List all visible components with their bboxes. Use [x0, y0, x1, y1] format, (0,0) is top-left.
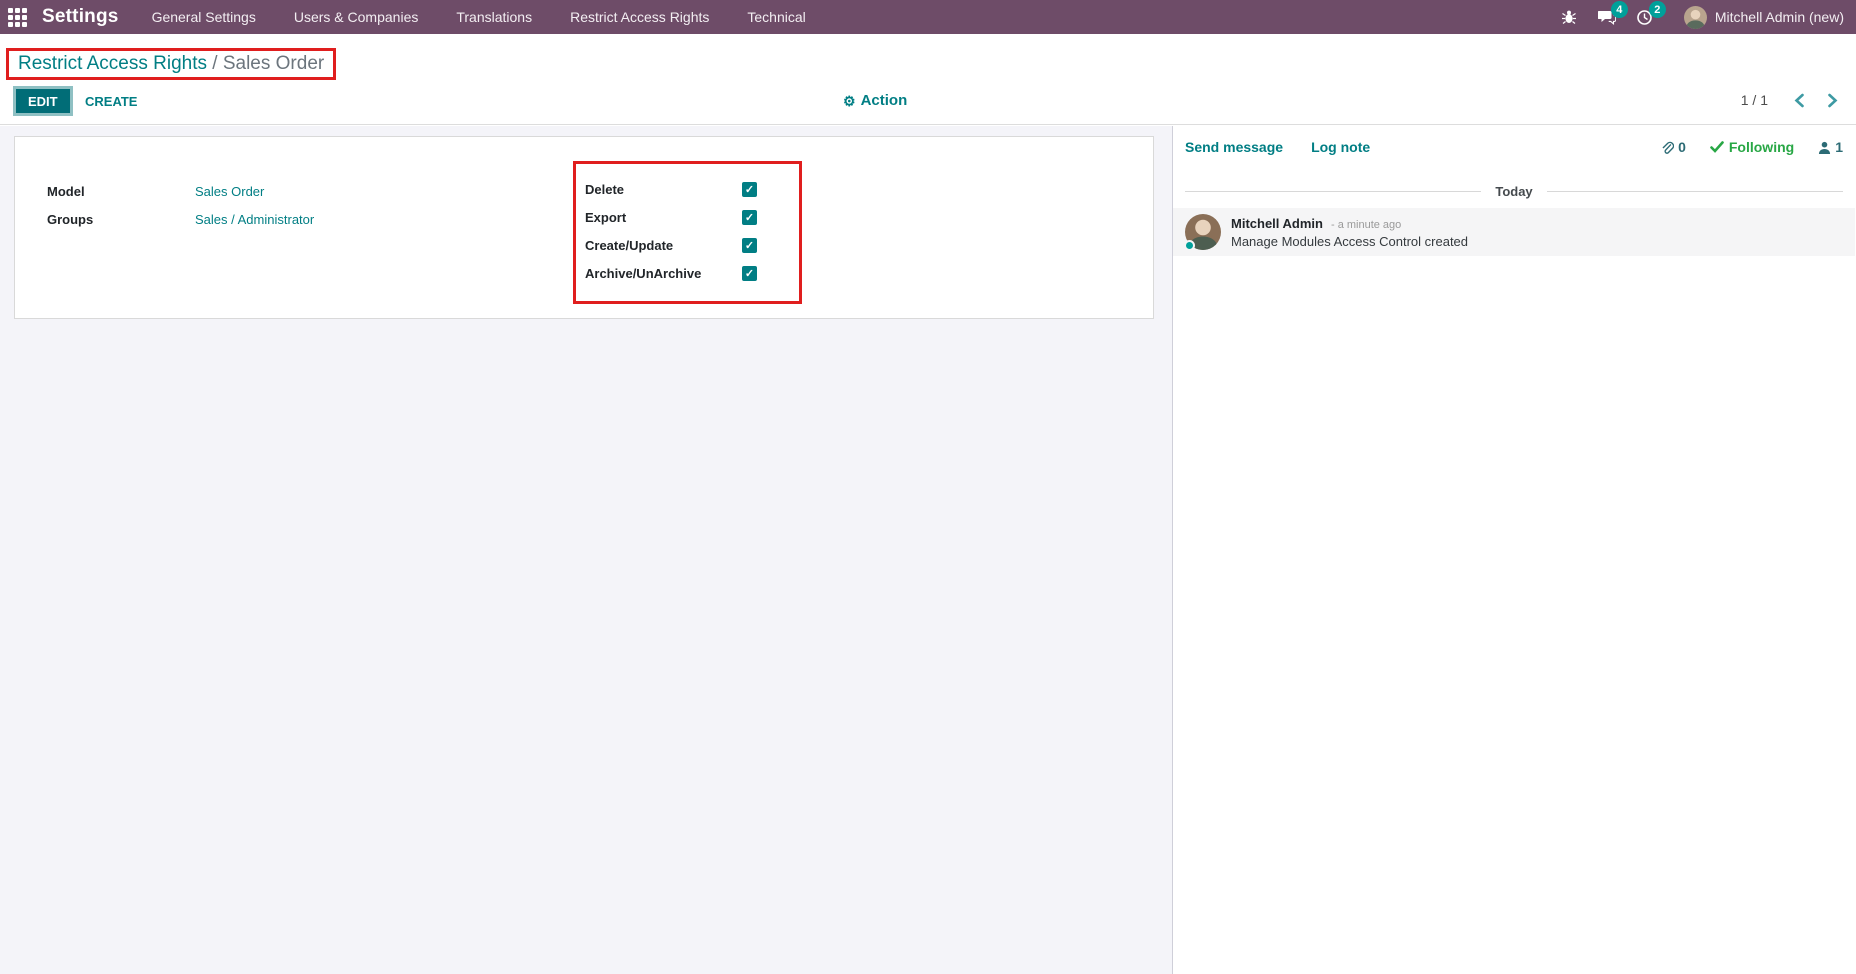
following-label: Following — [1728, 139, 1795, 155]
permission-export-label: Export — [585, 209, 627, 225]
followers-button[interactable]: 1 — [1818, 139, 1843, 155]
breadcrumb: Restrict Access Rights / Sales Order — [18, 53, 324, 75]
field-groups-label: Groups — [47, 211, 94, 227]
chatter-toolbar: Send message Log note 0 Following — [1173, 126, 1855, 168]
messages-icon[interactable]: 4 — [1594, 0, 1628, 34]
nav-item-technical[interactable]: Technical — [747, 9, 806, 25]
permission-create-update-checkbox[interactable] — [742, 237, 757, 253]
user-avatar[interactable] — [1683, 5, 1707, 29]
main-content: Model Sales Order Groups Sales / Adminis… — [0, 126, 1856, 974]
permission-create-update: Create/Update — [576, 231, 799, 259]
apps-menu-icon[interactable] — [0, 0, 34, 34]
fields-column: Model Sales Order Groups Sales / Adminis… — [47, 177, 314, 233]
permission-archive-unarchive-label: Archive/UnArchive — [585, 265, 702, 281]
create-button[interactable]: CREATE — [73, 86, 149, 116]
pager-next-icon[interactable] — [1827, 93, 1838, 108]
person-icon — [1819, 141, 1831, 154]
permission-archive-unarchive: Archive/UnArchive — [576, 259, 799, 287]
attachments-button[interactable]: 0 — [1660, 139, 1686, 155]
permission-create-update-label: Create/Update — [585, 237, 674, 253]
pager-value: 1 / 1 — [1740, 92, 1768, 108]
chatter-panel: Send message Log note 0 Following — [1173, 126, 1855, 974]
breadcrumb-current: Sales Order — [222, 53, 325, 74]
field-groups: Groups Sales / Administrator — [47, 205, 314, 233]
paperclip-icon — [1662, 141, 1675, 154]
breadcrumb-parent[interactable]: Restrict Access Rights — [18, 53, 207, 74]
activities-clock-icon[interactable]: 2 — [1632, 0, 1666, 34]
nav-right-icons: 4 2 Mitchell Admin (new) — [1550, 0, 1856, 34]
breadcrumb-row: Restrict Access Rights / Sales Order — [0, 34, 1856, 80]
message-avatar — [1184, 214, 1221, 251]
date-divider-label: Today — [1495, 183, 1533, 199]
online-status-dot — [1184, 240, 1195, 251]
log-note-button[interactable]: Log note — [1311, 139, 1371, 155]
permissions-annotation-box: Delete Export Create/Update Archive/UnAr… — [573, 161, 802, 304]
nav-item-general-settings[interactable]: General Settings — [151, 9, 256, 25]
pager: 1 / 1 — [1741, 92, 1838, 108]
action-menu-button[interactable]: ⚙ Action — [843, 92, 907, 109]
permission-archive-unarchive-checkbox[interactable] — [742, 265, 757, 281]
permission-export: Export — [576, 203, 799, 231]
permission-delete: Delete — [576, 175, 799, 203]
messages-badge: 4 — [1610, 1, 1628, 18]
user-menu[interactable]: Mitchell Admin (new) — [1714, 9, 1844, 25]
chatter-message[interactable]: Mitchell Admin - a minute ago Manage Mod… — [1173, 208, 1855, 256]
field-groups-value[interactable]: Sales / Administrator — [195, 211, 315, 227]
message-body: Manage Modules Access Control created — [1231, 234, 1469, 249]
permission-delete-checkbox[interactable] — [742, 181, 757, 197]
following-button[interactable]: Following — [1710, 139, 1794, 155]
control-panel: EDIT CREATE ⚙ Action 1 / 1 — [0, 80, 1856, 125]
pager-previous-icon[interactable] — [1794, 93, 1805, 108]
nav-menu: General Settings Users & Companies Trans… — [133, 0, 825, 34]
permission-delete-label: Delete — [585, 181, 625, 197]
app-name[interactable]: Settings — [42, 6, 119, 27]
top-navbar: Settings General Settings Users & Compan… — [0, 0, 1856, 34]
message-author[interactable]: Mitchell Admin — [1231, 216, 1323, 231]
action-label: Action — [860, 92, 908, 109]
followers-count: 1 — [1835, 139, 1843, 155]
form-sheet: Model Sales Order Groups Sales / Adminis… — [14, 136, 1154, 319]
check-icon — [1710, 141, 1724, 153]
breadcrumb-annotation-box: Restrict Access Rights / Sales Order — [6, 48, 337, 80]
message-timestamp: - a minute ago — [1330, 219, 1402, 231]
field-model-value[interactable]: Sales Order — [195, 183, 265, 199]
bug-icon[interactable] — [1556, 0, 1582, 34]
field-model-label: Model — [47, 183, 85, 199]
send-message-button[interactable]: Send message — [1185, 139, 1284, 155]
nav-item-restrict-access-rights[interactable]: Restrict Access Rights — [570, 9, 710, 25]
attachments-count: 0 — [1678, 139, 1686, 155]
activities-badge: 2 — [1648, 1, 1666, 18]
permission-export-checkbox[interactable] — [742, 209, 757, 225]
breadcrumb-separator: / — [207, 53, 223, 74]
form-pane: Model Sales Order Groups Sales / Adminis… — [0, 126, 1173, 974]
date-divider: Today — [1173, 174, 1855, 208]
nav-item-translations[interactable]: Translations — [456, 9, 533, 25]
field-model: Model Sales Order — [47, 177, 314, 205]
edit-button[interactable]: EDIT — [13, 86, 73, 116]
gear-icon: ⚙ — [843, 92, 856, 109]
nav-item-users-companies[interactable]: Users & Companies — [293, 9, 419, 25]
